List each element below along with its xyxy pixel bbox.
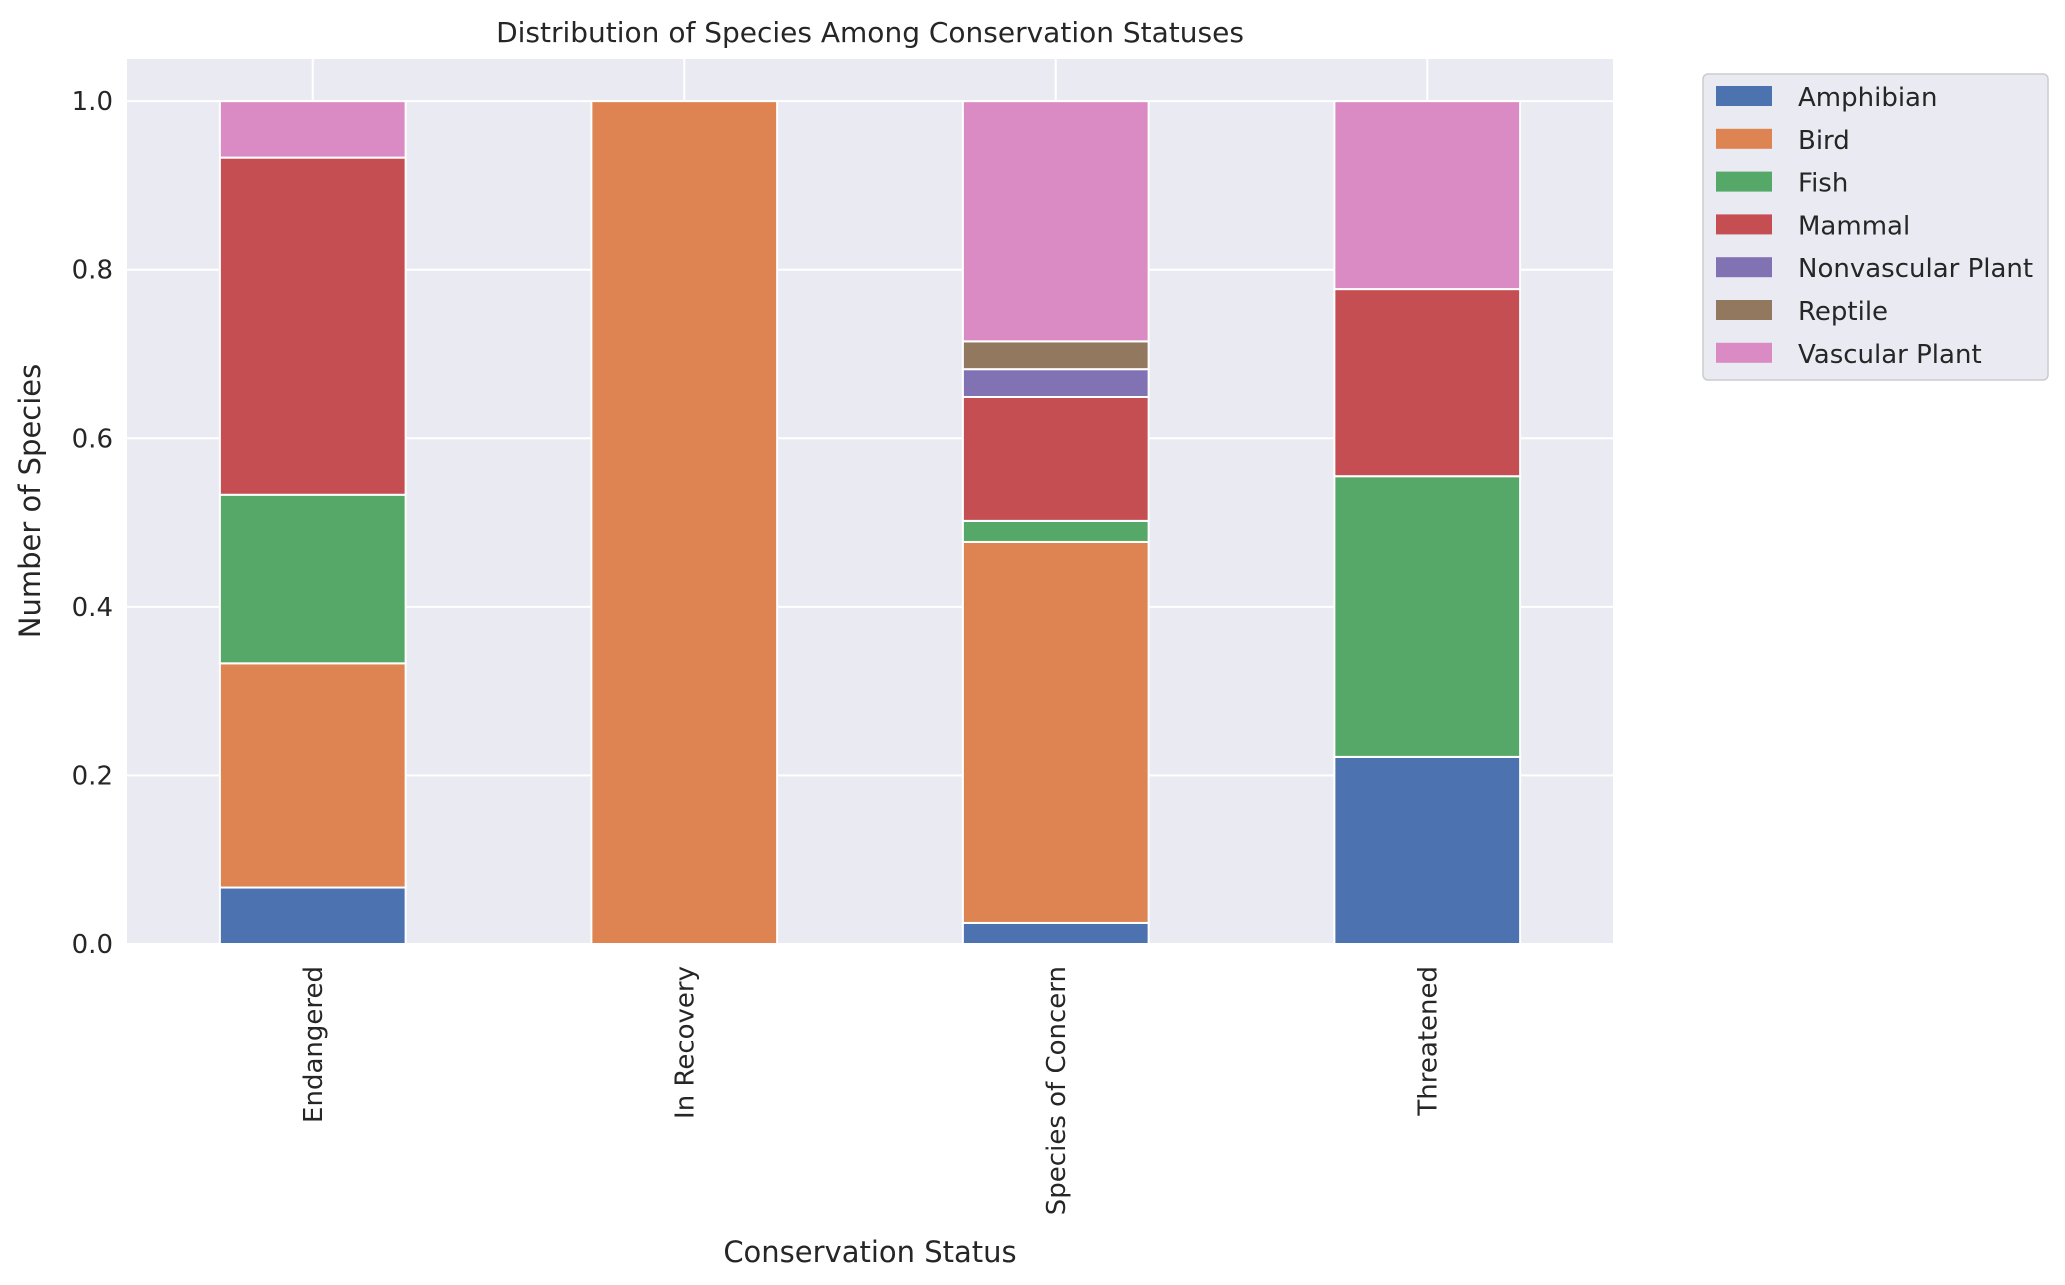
bar-endangered-fish: [218, 493, 407, 665]
bar-in-recovery-bird: [590, 100, 779, 945]
legend-swatch-vascular-plant: [1716, 342, 1772, 363]
y-tick-label: 1.0: [72, 87, 113, 117]
legend-label: Amphibian: [1798, 83, 1937, 113]
bar-endangered-mammal: [218, 156, 407, 496]
bar-species-of-concern-vascular-plant: [961, 100, 1150, 343]
y-tick-label: 0.6: [72, 424, 113, 454]
x-tick-label: In Recovery: [670, 966, 700, 1119]
x-tick-label: Species of Concern: [1042, 966, 1072, 1215]
legend-label: Fish: [1798, 169, 1848, 199]
bar-threatened-mammal: [1333, 288, 1522, 478]
bar-species-of-concern-bird: [961, 540, 1150, 924]
bars: [218, 100, 1522, 946]
legend: Amphibian Bird Fish Mammal Nonvascular Plant…: [1702, 73, 2049, 381]
legend-swatch-nonvascular-plant: [1716, 257, 1772, 278]
y-tick-label: 0.4: [72, 593, 113, 623]
legend-swatch-reptile: [1716, 300, 1772, 320]
legend-label: Reptile: [1798, 297, 1888, 327]
legend-label: Vascular Plant: [1798, 340, 1982, 370]
legend-label: Nonvascular Plant: [1798, 254, 2033, 284]
legend-label: Bird: [1798, 126, 1850, 156]
bar-endangered-vascular-plant: [218, 100, 407, 159]
bar-species-of-concern-amphibian: [961, 921, 1150, 946]
bar-threatened-vascular-plant: [1333, 100, 1522, 291]
legend-swatch-fish: [1716, 171, 1772, 192]
y-tick-label: 0.8: [72, 256, 113, 286]
bar-species-of-concern-mammal: [961, 395, 1150, 522]
legend-swatch-amphibian: [1716, 86, 1772, 106]
bar-species-of-concern-nonvascular-plant: [961, 368, 1150, 398]
x-tick-label: Endangered: [299, 966, 329, 1123]
bar-species-of-concern-fish: [961, 519, 1150, 543]
y-axis-label: Number of Species: [13, 364, 47, 639]
legend-swatch-mammal: [1716, 214, 1772, 235]
y-axis-ticks: 0.0 0.2 0.4 0.6 0.8 1.0: [72, 87, 113, 960]
legend-swatch-bird: [1716, 128, 1772, 149]
y-tick-label: 0.2: [72, 761, 113, 791]
y-tick-label: 0.0: [72, 930, 113, 960]
bar-endangered-amphibian: [218, 886, 407, 945]
bar-species-of-concern-reptile: [961, 340, 1150, 371]
x-axis-ticks: Endangered In Recovery Species of Concern T…: [299, 966, 1444, 1215]
x-tick-label: Threatened: [1413, 966, 1443, 1117]
x-axis-label: Conservation Status: [723, 1235, 1016, 1269]
bar-threatened-amphibian: [1333, 755, 1522, 946]
legend-frame: [1702, 73, 2049, 381]
chart-title: Distribution of Species Among Conservati…: [496, 16, 1244, 49]
bar-endangered-bird: [218, 662, 407, 889]
legend-label: Mammal: [1798, 211, 1910, 241]
bar-threatened-fish: [1333, 475, 1522, 758]
